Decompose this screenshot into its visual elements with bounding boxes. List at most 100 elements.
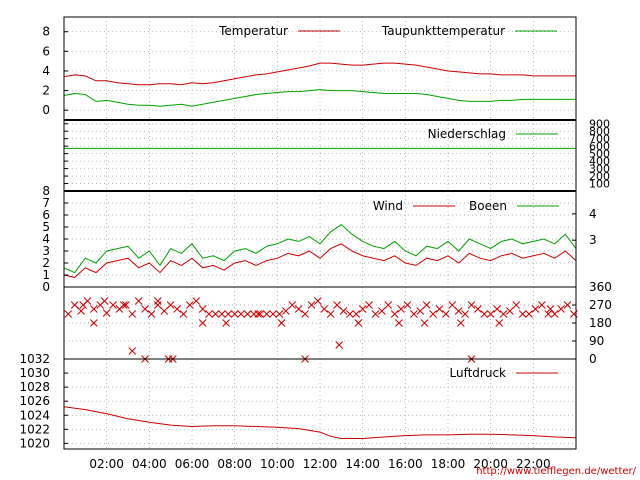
wind-direction-point xyxy=(90,319,98,327)
temperature-ytick-label: 0 xyxy=(42,103,50,117)
grid-layer xyxy=(64,17,576,449)
wind-direction-point xyxy=(134,297,143,305)
wind-direction-point xyxy=(395,319,403,327)
wind-direction-point xyxy=(119,301,128,309)
wind-direction-point xyxy=(277,319,286,327)
precipitation-ytick-label: 800 xyxy=(589,125,610,138)
pressure-ytick-label: 1030 xyxy=(19,366,50,380)
wind-direction-point xyxy=(563,301,572,309)
footer-url[interactable]: http://www.tiefflegen.de/wetter/ xyxy=(476,466,636,477)
wind-direction-point xyxy=(314,297,322,305)
wind-direction-point xyxy=(352,310,361,318)
wind-direction-point xyxy=(467,301,476,309)
wind-ytick-label: 8 xyxy=(42,184,50,198)
wind-direction-point xyxy=(512,301,521,309)
wind-direction-point xyxy=(122,301,130,309)
wind-direction-point xyxy=(557,305,565,313)
wind-direction-point xyxy=(254,310,262,318)
wind-direction-point xyxy=(442,310,450,318)
wind-direction-point xyxy=(354,319,363,327)
wind-direction-point xyxy=(339,307,348,315)
wind_direction-y2tick-label: 360 xyxy=(589,280,612,294)
wind-ytick-label: 7 xyxy=(42,196,50,210)
wind-direction-point xyxy=(218,310,226,318)
precipitation-ytick-label: 100 xyxy=(589,178,610,191)
wind-direction-point xyxy=(160,307,169,315)
pressure-ytick-label: 1022 xyxy=(19,422,50,436)
wind-direction-point xyxy=(397,305,405,313)
wind-direction-point xyxy=(531,305,540,313)
wind-ytick-label: 3 xyxy=(42,244,50,258)
wind-direction-point xyxy=(486,310,495,318)
wind-direction-point xyxy=(390,310,399,318)
label-layer: 02:00 04:00 06:00 08:00 10:00 12:00 14:00 16:00… xyxy=(19,24,611,471)
time-tick-label: 08:00 xyxy=(217,457,252,471)
wind-y2tick-label: 4 xyxy=(589,207,597,221)
wind-direction-point xyxy=(64,310,73,318)
wind-direction-point xyxy=(420,319,429,327)
wind-direction-point xyxy=(128,310,137,318)
wind-direction-point xyxy=(435,305,444,313)
wind_direction-y2tick-label: 270 xyxy=(589,298,612,312)
wind-direction-point xyxy=(211,310,220,318)
wind-direction-point xyxy=(90,305,98,313)
wind-direction-point xyxy=(480,310,489,318)
wind-ytick-label: 2 xyxy=(42,256,50,270)
wind-direction-point xyxy=(198,319,207,327)
wind-direction-point xyxy=(109,301,117,309)
pressure-ytick-label: 1024 xyxy=(19,408,50,422)
wind-legend-label: Wind xyxy=(373,199,403,213)
wind-direction-point xyxy=(275,310,284,318)
time-tick-label: 20:00 xyxy=(473,457,508,471)
wind-direction-point xyxy=(186,301,194,309)
wind-direction-point xyxy=(269,310,277,318)
wind-direction-point xyxy=(538,301,546,309)
wind_direction-y2tick-label: 90 xyxy=(589,334,604,348)
precipitation-ytick-label: 900 xyxy=(589,118,610,131)
precipitation-ytick-label: 200 xyxy=(589,170,610,183)
wind-ytick-label: 5 xyxy=(42,220,50,234)
wind-direction-point xyxy=(79,301,88,309)
wind-ytick-label: 0 xyxy=(42,280,50,294)
wind-direction-point xyxy=(518,310,527,318)
temperature-legend-label: Taupunkttemperatur xyxy=(381,24,505,38)
wind-direction-point xyxy=(100,297,109,305)
wind-direction-point xyxy=(70,301,79,309)
wind-direction-point xyxy=(461,310,469,318)
time-tick-label: 22:00 xyxy=(516,457,551,471)
wind-direction-point xyxy=(495,319,504,327)
wind-direction-point xyxy=(294,305,303,313)
wind-direction-point xyxy=(179,310,188,318)
wind-direction-point xyxy=(166,301,175,309)
time-tick-label: 12:00 xyxy=(303,457,338,471)
frame-layer xyxy=(63,16,577,450)
wind-direction-point xyxy=(154,297,162,305)
wind-direction-point xyxy=(307,301,316,309)
wind-direction-point xyxy=(371,310,380,318)
wind-direction-point xyxy=(262,310,271,318)
wind-direction-point xyxy=(429,310,437,318)
temperature-ytick-label: 2 xyxy=(42,84,50,98)
time-tick-label: 02:00 xyxy=(89,457,124,471)
temperature-series-taupunkttemperatur-line xyxy=(63,89,576,107)
wind-direction-point xyxy=(288,301,297,309)
wind-direction-point xyxy=(506,307,514,315)
wind-direction-point xyxy=(301,310,309,318)
wind-direction-point xyxy=(77,307,85,315)
wind-direction-point xyxy=(346,310,354,318)
wind-direction-point xyxy=(378,307,386,315)
wind-direction-point xyxy=(282,307,290,315)
pressure-ytick-label: 1020 xyxy=(19,436,50,450)
wind-direction-point xyxy=(493,305,501,313)
pressure-ytick-label: 1028 xyxy=(19,380,50,394)
precipitation-ytick-label: 300 xyxy=(589,163,610,176)
wind-direction-point xyxy=(474,305,482,313)
wind-series-boeen-line xyxy=(63,223,577,274)
wind-direction-point xyxy=(222,319,230,327)
time-tick-label: 16:00 xyxy=(388,457,423,471)
wind-direction-point xyxy=(102,309,111,317)
wind-direction-point xyxy=(384,301,393,309)
wind-direction-point xyxy=(326,310,335,318)
pressure-ytick-label: 1032 xyxy=(19,352,50,366)
